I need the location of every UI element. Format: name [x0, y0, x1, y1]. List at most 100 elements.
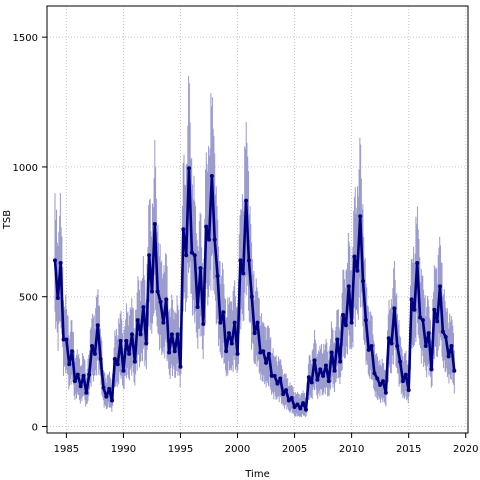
data-point — [398, 359, 403, 364]
y-tick-label: 1500 — [13, 33, 38, 44]
data-point — [241, 271, 246, 276]
data-point — [224, 349, 229, 354]
data-point — [238, 258, 243, 263]
data-point — [229, 341, 234, 346]
data-point — [341, 312, 346, 317]
y-tick-label: 500 — [19, 293, 38, 304]
plot-frame — [46, 5, 469, 434]
data-point — [329, 350, 334, 355]
data-point — [269, 373, 274, 378]
data-point — [107, 386, 112, 391]
y-axis-label: TSB — [2, 210, 13, 230]
data-point — [252, 331, 257, 336]
data-point — [323, 363, 328, 368]
data-point — [169, 332, 174, 337]
data-point — [235, 351, 240, 356]
x-axis: 1985 1990 1995 2000 2005 2010 2015 2020 — [54, 433, 478, 455]
data-point — [232, 320, 237, 325]
data-point — [435, 319, 440, 324]
data-point — [378, 382, 383, 387]
data-point — [152, 222, 157, 227]
data-point — [438, 284, 443, 289]
data-point — [78, 384, 83, 389]
data-point — [272, 373, 277, 378]
data-point — [298, 406, 303, 411]
data-point — [215, 273, 220, 278]
x-tick-label: 2010 — [339, 444, 364, 455]
data-point — [418, 315, 423, 320]
data-point — [372, 371, 377, 376]
data-point — [121, 368, 126, 373]
data-point — [209, 174, 214, 179]
x-tick-label: 2005 — [282, 444, 307, 455]
data-point — [366, 347, 371, 352]
data-point — [383, 390, 388, 395]
data-point — [90, 344, 95, 349]
data-point — [315, 377, 320, 382]
data-point — [198, 266, 203, 271]
data-point — [141, 305, 146, 310]
data-point — [321, 373, 326, 378]
data-point — [335, 337, 340, 342]
data-point — [207, 237, 212, 242]
y-tick-label: 0 — [32, 423, 38, 434]
data-point — [161, 320, 166, 325]
x-tick-label: 2020 — [453, 444, 478, 455]
data-point — [363, 318, 368, 323]
x-tick-label: 2015 — [396, 444, 421, 455]
data-point — [218, 320, 223, 325]
data-point — [261, 349, 266, 354]
x-tick-label: 1995 — [168, 444, 193, 455]
data-point — [149, 289, 154, 294]
data-point — [326, 379, 331, 384]
data-point — [72, 379, 77, 384]
data-point — [132, 359, 137, 364]
data-point — [55, 296, 60, 301]
data-point — [138, 332, 143, 337]
data-point — [75, 372, 80, 377]
data-point — [98, 357, 103, 362]
data-point — [332, 368, 337, 373]
data-point — [226, 331, 231, 336]
y-axis: 0 500 1000 1500 — [13, 33, 47, 434]
data-point — [81, 373, 86, 378]
data-point — [440, 329, 445, 334]
data-point — [244, 198, 249, 203]
data-point — [266, 351, 271, 356]
data-point — [104, 394, 109, 399]
data-point — [181, 227, 186, 232]
data-point — [95, 323, 100, 328]
data-point — [406, 388, 411, 393]
data-point — [58, 260, 63, 265]
data-point — [246, 258, 251, 263]
data-point — [449, 344, 454, 349]
data-point — [415, 260, 420, 265]
data-point — [375, 376, 380, 381]
data-point — [110, 398, 115, 403]
data-point — [67, 362, 72, 367]
y-tick-label: 1000 — [13, 163, 38, 174]
data-point — [201, 321, 206, 326]
data-point — [301, 401, 306, 406]
data-point — [84, 390, 89, 395]
data-point — [147, 253, 152, 258]
data-point — [189, 250, 194, 255]
data-point — [221, 310, 226, 315]
data-point — [172, 349, 177, 354]
data-point — [355, 268, 360, 273]
data-point — [144, 341, 149, 346]
data-point — [346, 284, 351, 289]
data-point — [195, 305, 200, 310]
data-point — [420, 318, 425, 323]
data-point — [409, 297, 414, 302]
data-point — [129, 332, 134, 337]
data-point — [309, 380, 314, 385]
data-point — [400, 379, 405, 384]
data-point — [343, 323, 348, 328]
data-point — [64, 337, 69, 342]
data-point — [443, 334, 448, 339]
data-point — [446, 354, 451, 359]
data-point — [124, 338, 129, 343]
data-point — [184, 253, 189, 258]
